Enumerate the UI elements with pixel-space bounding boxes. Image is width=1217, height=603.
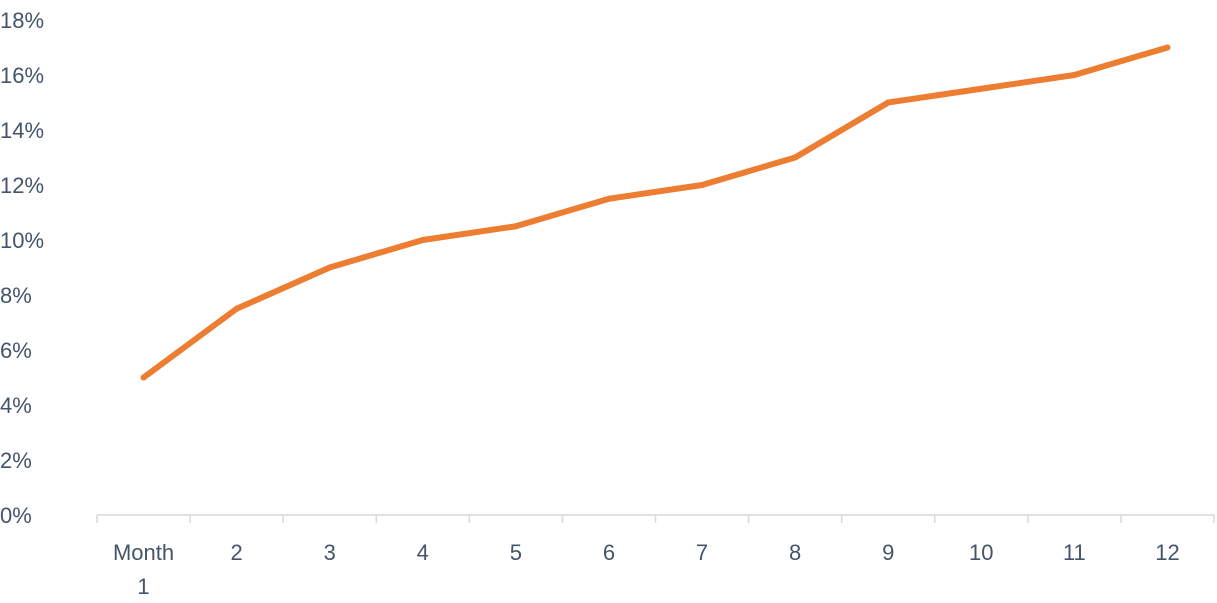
- data-point: [419, 237, 426, 243]
- x-axis: [96, 514, 1215, 523]
- y-tick-label: 4%: [0, 393, 32, 418]
- x-axis-tick-labels: Month 1 2 3 4 5 6 7 8 9 10 11 12: [113, 540, 1180, 599]
- y-tick-label: 0%: [0, 503, 32, 528]
- data-point: [233, 305, 240, 312]
- x-tick-label: Month 1: [113, 540, 174, 599]
- data-point: [326, 264, 333, 271]
- y-tick-label: 12%: [0, 173, 44, 198]
- x-tick-label: 7: [696, 540, 708, 565]
- x-tick-label: 9: [882, 540, 894, 565]
- y-axis-tick-labels: 0% 2% 4% 6% 8% 10% 12% 14% 16% 18%: [0, 8, 44, 528]
- series-line: [140, 44, 1171, 381]
- x-tick-label: 2: [231, 540, 243, 565]
- data-point: [885, 99, 892, 106]
- y-tick-label: 16%: [0, 63, 44, 88]
- x-tick-label: 8: [789, 540, 801, 565]
- series-group: [140, 44, 1171, 381]
- data-point: [512, 223, 519, 230]
- x-tick-label: 10: [969, 540, 993, 565]
- data-point: [1071, 72, 1078, 78]
- x-tick-label: 12: [1155, 540, 1179, 565]
- x-tick-label: 11: [1063, 540, 1086, 565]
- x-tick-label: 5: [510, 540, 522, 565]
- y-tick-label: 18%: [0, 8, 44, 33]
- x-tick-label: 3: [324, 540, 336, 565]
- x-tick-label: 4: [417, 540, 429, 565]
- y-tick-label: 6%: [0, 338, 32, 363]
- data-point: [140, 374, 147, 381]
- y-tick-label: 8%: [0, 283, 32, 308]
- data-point: [1164, 44, 1171, 51]
- y-tick-label: 14%: [0, 118, 44, 143]
- data-point: [792, 154, 799, 161]
- data-point: [605, 195, 612, 202]
- x-tick-label: 6: [603, 540, 615, 565]
- data-point: [978, 85, 985, 92]
- data-point: [699, 182, 706, 188]
- y-tick-label: 10%: [0, 228, 44, 253]
- y-tick-label: 2%: [0, 448, 32, 473]
